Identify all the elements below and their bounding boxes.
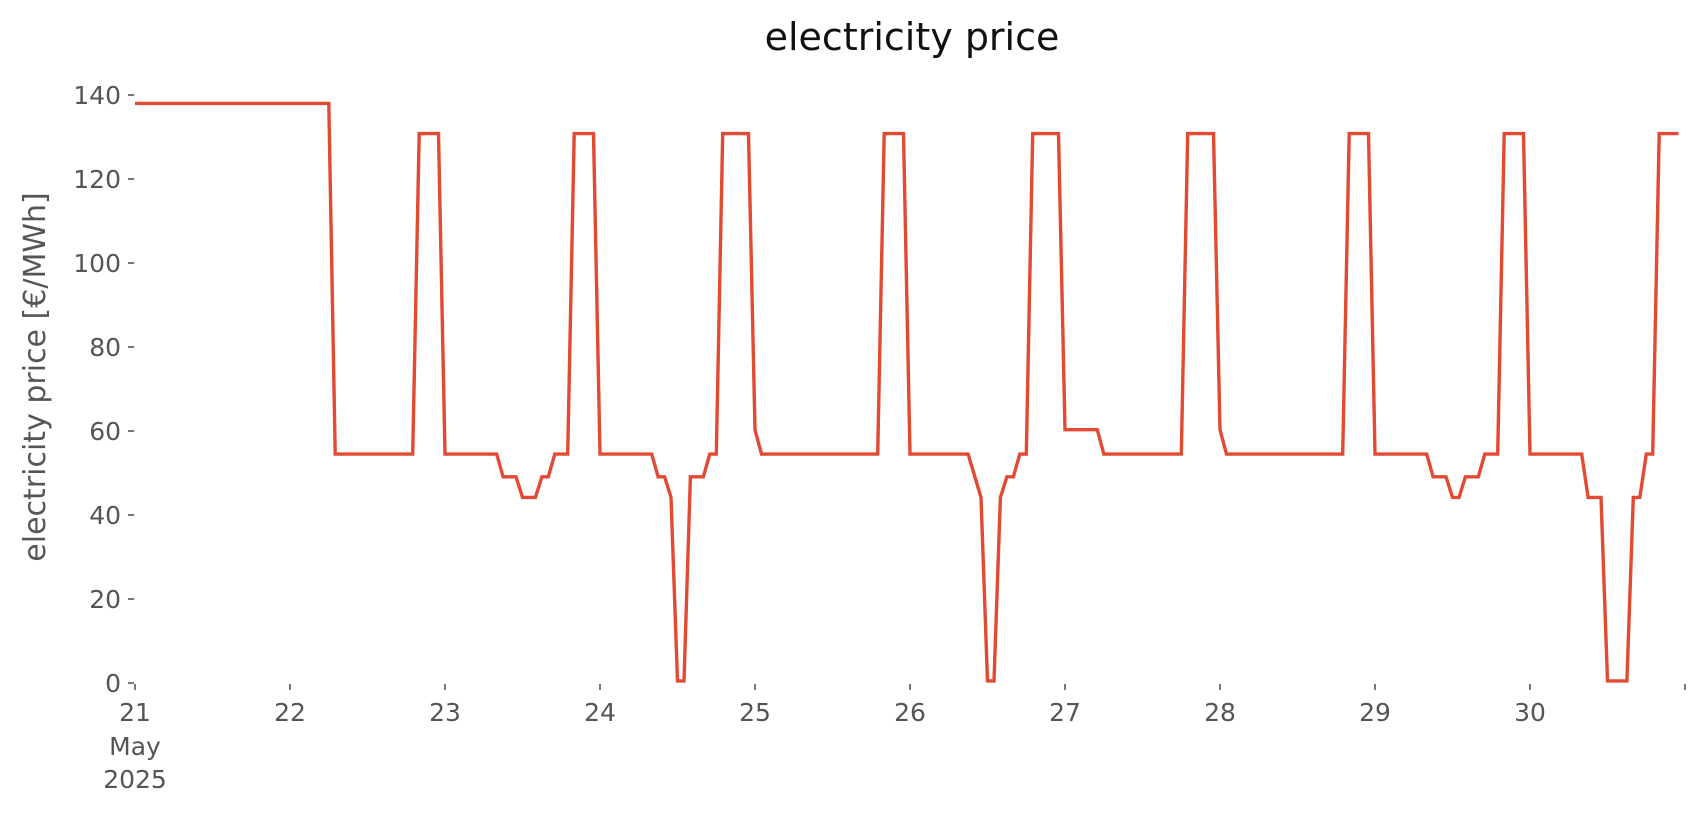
x-tick-label: 24 xyxy=(584,698,616,727)
y-tick-label: 100 xyxy=(73,249,121,278)
y-tick-label: 40 xyxy=(89,501,121,530)
x-tick-sublabel: May xyxy=(109,732,161,761)
x-tick-label: 25 xyxy=(739,698,771,727)
x-axis: 21 May 2025 22 23 24 25 26 27 28 29 30 xyxy=(103,684,1686,794)
y-tick-label: 60 xyxy=(89,417,121,446)
y-tick-label: 80 xyxy=(89,333,121,362)
x-tick-label: 27 xyxy=(1049,698,1081,727)
x-tick-label: 23 xyxy=(429,698,461,727)
x-tick-label: 28 xyxy=(1204,698,1236,727)
x-tick-sublabel: 2025 xyxy=(103,765,167,794)
x-tick-label: 26 xyxy=(894,698,926,727)
chart-title: electricity price xyxy=(765,15,1060,59)
x-tick-label: 21 xyxy=(119,698,151,727)
y-tick-label: 20 xyxy=(89,585,121,614)
x-tick-label: 29 xyxy=(1359,698,1391,727)
x-tick-label: 22 xyxy=(274,698,306,727)
y-tick-label: 120 xyxy=(73,165,121,194)
x-tick-label: 30 xyxy=(1514,698,1546,727)
y-tick-label: 0 xyxy=(105,669,121,698)
y-tick-label: 140 xyxy=(73,81,121,110)
y-axis-label: electricity price [€/MWh] xyxy=(18,192,53,561)
price-series-line xyxy=(135,101,1679,683)
y-axis: 0 20 40 60 80 100 120 140 xyxy=(73,81,134,698)
